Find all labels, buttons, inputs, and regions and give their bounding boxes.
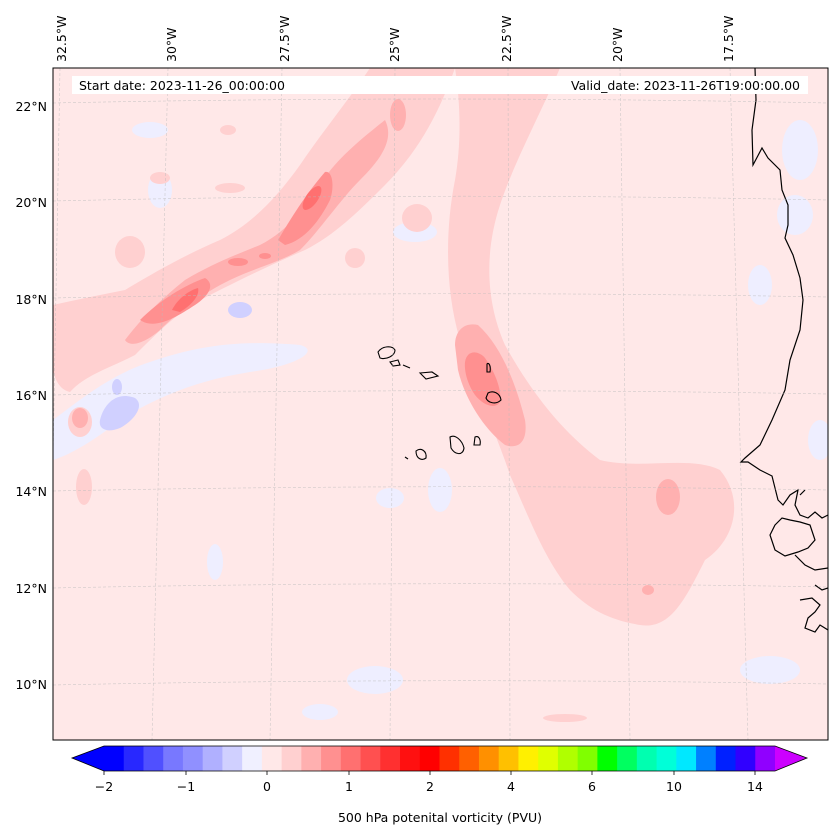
colorbar-segment bbox=[715, 746, 737, 771]
colorbar-segment bbox=[281, 746, 302, 771]
colorbar-segment bbox=[321, 746, 342, 771]
colorbar-segment bbox=[202, 746, 223, 771]
latitude-labels: 22°N 20°N 18°N 16°N 14°N 12°N 10°N bbox=[15, 99, 47, 692]
lon-label: 25°W bbox=[387, 27, 402, 62]
colorbar-segment bbox=[163, 746, 184, 771]
colorbar-segment bbox=[636, 746, 658, 771]
colorbar-tick-label: −1 bbox=[177, 779, 195, 794]
start-date-text: Start date: 2023-11-26_00:00:00 bbox=[79, 78, 285, 93]
colorbar-segment bbox=[143, 746, 164, 771]
colorbar-segment bbox=[518, 746, 539, 771]
map-frame bbox=[52, 67, 829, 741]
lat-label: 14°N bbox=[15, 484, 47, 499]
colorbar-max-extend bbox=[775, 746, 807, 771]
colorbar-segment bbox=[538, 746, 559, 771]
colorbar-segment bbox=[755, 746, 776, 771]
colorbar-tick-labels: −2 −1 0 1 2 4 6 10 14 bbox=[95, 779, 763, 794]
colorbar-segment bbox=[360, 746, 381, 771]
map-background bbox=[53, 68, 828, 740]
lon-label: 22.5°W bbox=[499, 16, 514, 62]
lat-label: 12°N bbox=[15, 581, 47, 596]
colorbar-segment bbox=[104, 746, 125, 771]
colorbar-segment bbox=[577, 746, 598, 771]
colorbar-segment bbox=[696, 746, 717, 771]
colorbar-segment bbox=[557, 746, 579, 771]
colorbar-segment bbox=[340, 746, 362, 771]
colorbar-title: 500 hPa potenital vorticity (PVU) bbox=[338, 810, 542, 825]
colorbar-ticks bbox=[103, 771, 756, 775]
lat-label: 16°N bbox=[15, 388, 47, 403]
valid-date-text: Valid_date: 2023-11-26T19:00:00.00 bbox=[571, 78, 800, 93]
colorbar-segment bbox=[400, 746, 421, 771]
colorbar-segment bbox=[242, 746, 263, 771]
colorbar-segment bbox=[182, 746, 204, 771]
lat-label: 10°N bbox=[15, 677, 47, 692]
colorbar-segment bbox=[459, 746, 480, 771]
start-date-box bbox=[72, 76, 308, 94]
colorbar bbox=[70, 745, 809, 772]
colorbar-segment bbox=[478, 746, 500, 771]
lon-label: 30°W bbox=[164, 27, 179, 62]
colorbar-min-extend bbox=[72, 746, 104, 771]
colorbar-segment bbox=[123, 746, 144, 771]
colorbar-tick-label: 2 bbox=[426, 779, 434, 794]
colorbar-segment bbox=[439, 746, 460, 771]
colorbar-segment bbox=[597, 746, 618, 771]
colorbar-segment bbox=[656, 746, 677, 771]
colorbar-segment bbox=[676, 746, 697, 771]
lon-label: 27.5°W bbox=[277, 16, 292, 62]
lon-label: 20°W bbox=[610, 27, 625, 62]
lon-label: 32.5°W bbox=[54, 16, 69, 62]
colorbar-tick-label: −2 bbox=[95, 779, 113, 794]
colorbar-segment bbox=[617, 746, 638, 771]
colorbar-tick-label: 10 bbox=[666, 779, 682, 794]
longitude-labels: 32.5°W 30°W 27.5°W 25°W 22.5°W 20°W 17.5… bbox=[54, 16, 736, 62]
colorbar-segments bbox=[104, 746, 776, 771]
valid-date-box bbox=[308, 76, 808, 94]
colorbar-segment bbox=[419, 746, 440, 771]
lat-label: 22°N bbox=[15, 99, 47, 114]
lat-label: 18°N bbox=[15, 292, 47, 307]
colorbar-segment bbox=[222, 746, 243, 771]
lat-label: 20°N bbox=[15, 195, 47, 210]
pv-field bbox=[53, 68, 828, 740]
colorbar-segment bbox=[380, 746, 401, 771]
colorbar-segment bbox=[735, 746, 756, 771]
colorbar-tick-label: 1 bbox=[345, 779, 353, 794]
colorbar-segment bbox=[261, 746, 283, 771]
lon-label: 17.5°W bbox=[721, 16, 736, 62]
colorbar-segment bbox=[301, 746, 322, 771]
colorbar-tick-label: 14 bbox=[747, 779, 763, 794]
colorbar-tick-label: 0 bbox=[263, 779, 271, 794]
colorbar-segment bbox=[498, 746, 519, 771]
colorbar-tick-label: 4 bbox=[507, 779, 515, 794]
colorbar-tick-label: 6 bbox=[588, 779, 596, 794]
